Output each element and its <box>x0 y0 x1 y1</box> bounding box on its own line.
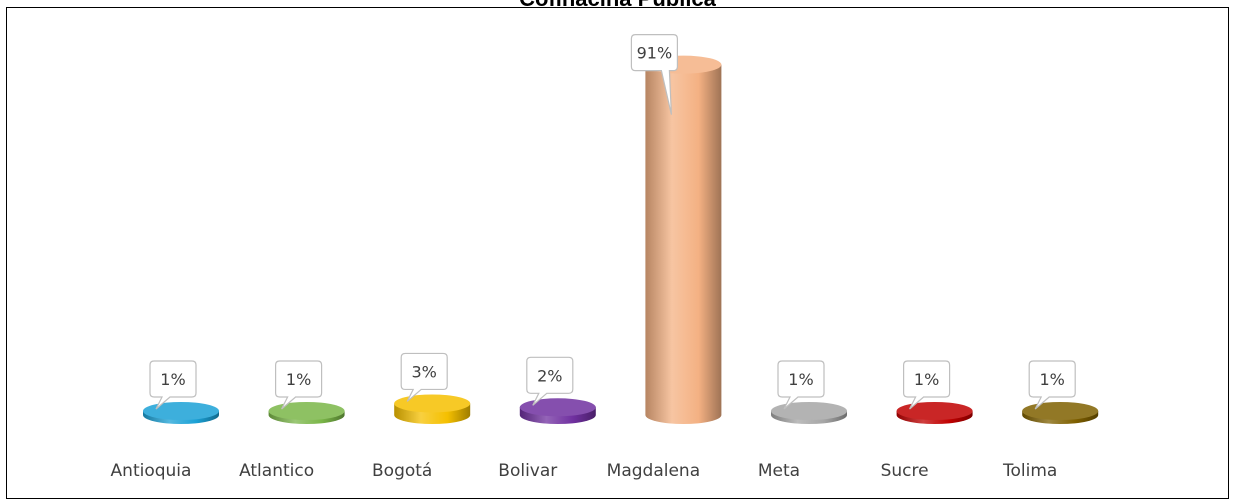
bar-top <box>519 398 596 417</box>
data-label-box <box>903 360 951 410</box>
data-label-box <box>630 34 678 115</box>
bar-antioquia <box>143 402 219 424</box>
bar-top <box>1022 402 1099 420</box>
bar-magdalena <box>645 55 722 425</box>
data-label-box <box>275 360 323 410</box>
data-label-box <box>777 360 825 410</box>
data-label: 1% <box>1040 370 1065 389</box>
data-label-callout: 91% <box>630 34 678 115</box>
data-label: 3% <box>412 362 437 381</box>
category-label: Sucre <box>881 461 929 481</box>
chart-frame <box>6 7 1229 499</box>
data-label: 91% <box>637 44 673 63</box>
bar-meta <box>771 402 847 424</box>
category-label: Magdalena <box>607 461 700 481</box>
data-label-box <box>400 352 448 402</box>
category-label: Tolima <box>1002 461 1057 481</box>
data-label-box <box>1028 360 1076 410</box>
bar-top <box>394 394 471 413</box>
bar-top <box>896 402 973 420</box>
data-label-box <box>149 360 197 410</box>
data-label-callout: 1% <box>903 360 951 410</box>
category-label: Bogotá <box>372 461 432 481</box>
data-label-callout: 1% <box>275 360 323 410</box>
bar-top <box>771 402 847 420</box>
bar-bolivar <box>519 398 596 424</box>
bar-atlantico <box>268 402 345 424</box>
data-label: 1% <box>160 370 185 389</box>
category-label: Meta <box>758 461 800 481</box>
bar-tolima <box>1022 402 1099 424</box>
bar-bogotá <box>394 394 471 424</box>
data-label: 1% <box>788 370 813 389</box>
data-label-callout: 1% <box>149 360 197 410</box>
category-label: Bolivar <box>498 461 557 481</box>
data-label: 1% <box>286 370 311 389</box>
data-label: 1% <box>914 370 939 389</box>
category-label: Antioquia <box>111 461 192 481</box>
data-label-callout: 3% <box>400 352 448 402</box>
category-label: Atlantico <box>239 461 314 481</box>
chart-title: Cofinaciña Pública <box>0 0 1235 10</box>
bar-top <box>268 402 345 420</box>
data-label-box <box>526 356 574 406</box>
data-label: 2% <box>537 366 562 385</box>
data-label-callout: 2% <box>526 356 574 406</box>
bar-sucre <box>896 402 973 424</box>
bar-body <box>645 64 722 425</box>
bar-top <box>143 402 219 420</box>
data-label-callout: 1% <box>777 360 825 410</box>
data-label-callout: 1% <box>1028 360 1076 410</box>
